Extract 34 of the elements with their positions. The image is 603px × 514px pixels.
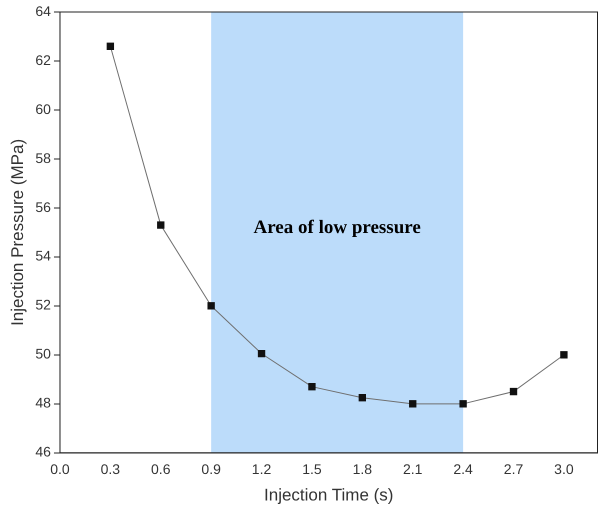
y-tick-label: 64 bbox=[35, 2, 52, 19]
y-tick-label: 50 bbox=[35, 346, 52, 362]
point bbox=[106, 42, 114, 50]
point bbox=[258, 350, 266, 358]
point bbox=[510, 388, 518, 396]
y-tick-label: 52 bbox=[35, 296, 52, 313]
x-tick-label: 3.0 bbox=[554, 461, 574, 478]
y-tick-label: 58 bbox=[35, 150, 52, 166]
x-tick-label: 0.0 bbox=[50, 461, 70, 478]
x-tick-label: 0.6 bbox=[151, 461, 171, 478]
y-tick-label: 56 bbox=[35, 198, 52, 215]
point bbox=[409, 400, 416, 408]
x-tick-label: 1.8 bbox=[352, 461, 372, 478]
point bbox=[207, 302, 215, 310]
y-tick-label: 60 bbox=[35, 100, 52, 117]
point bbox=[157, 221, 164, 229]
point bbox=[308, 383, 316, 390]
x-axis-title: Injection Time (s) bbox=[264, 485, 394, 504]
point bbox=[358, 394, 366, 402]
x-tick-label: 2.7 bbox=[504, 461, 524, 478]
x-tick-label: 0.9 bbox=[201, 461, 222, 478]
x-tick-label: 1.5 bbox=[302, 461, 322, 478]
y-axis-title: Injection Pressure (MPa) bbox=[8, 138, 27, 326]
band-label: Area of low pressure bbox=[253, 216, 421, 238]
x-tick-label: 0.3 bbox=[100, 461, 120, 478]
y-tick-label: 54 bbox=[35, 248, 52, 264]
x-tick-label: 2.4 bbox=[453, 461, 474, 478]
x-tick-label: 2.1 bbox=[402, 461, 423, 478]
y-tick-label: 46 bbox=[35, 444, 52, 460]
point bbox=[560, 351, 568, 359]
y-tick-label: 62 bbox=[35, 52, 52, 68]
y-tick-label: 48 bbox=[35, 394, 52, 411]
x-tick-label: 1.2 bbox=[252, 461, 272, 478]
point bbox=[459, 400, 467, 408]
